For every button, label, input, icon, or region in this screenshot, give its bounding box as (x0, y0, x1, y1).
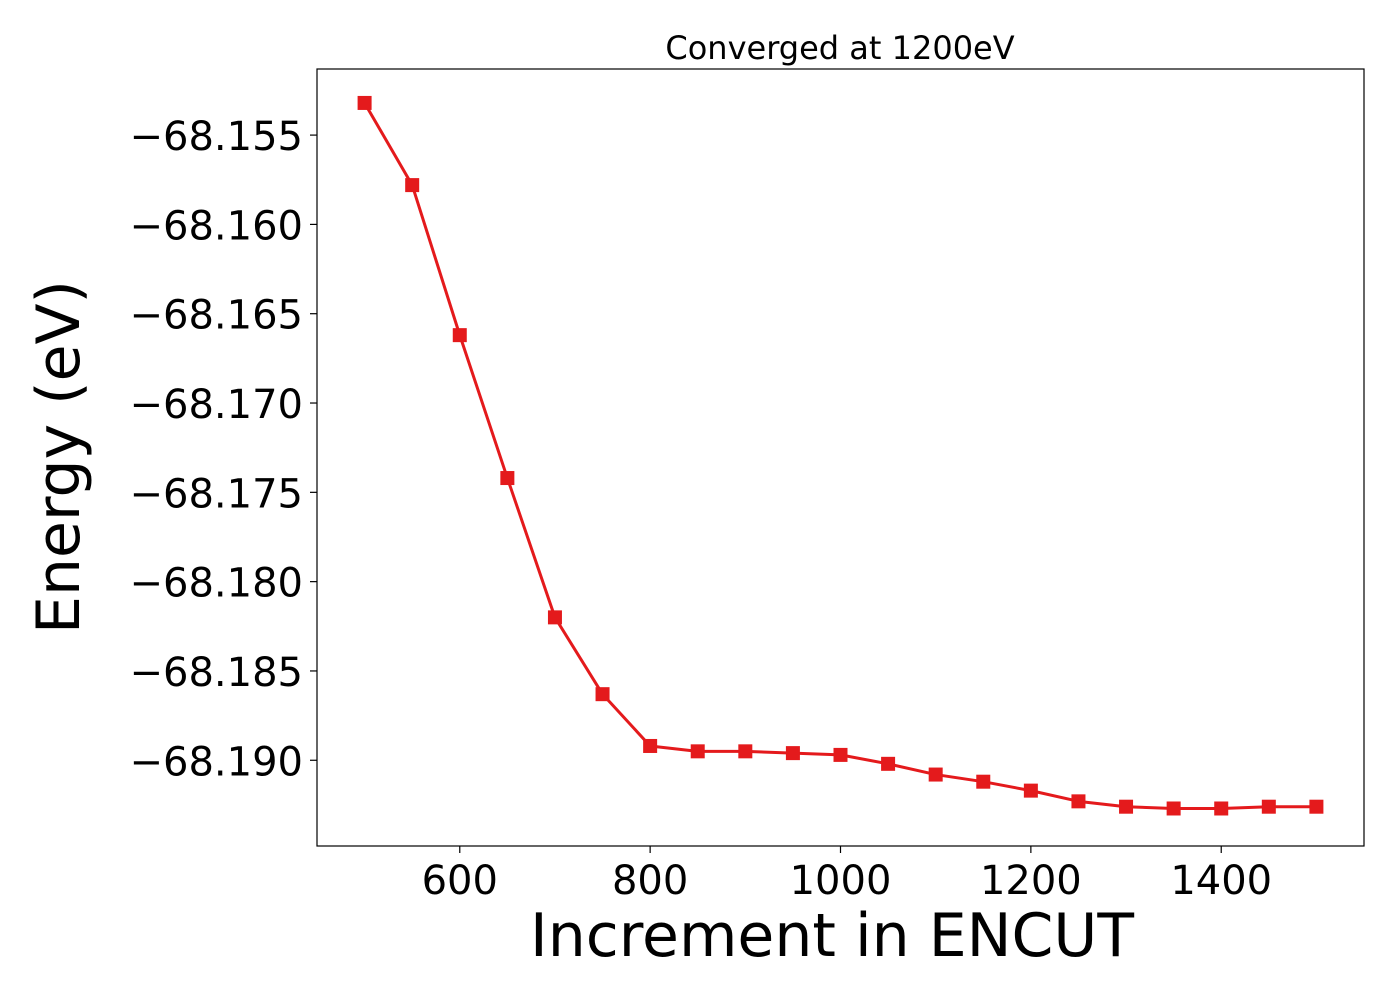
data-point (500, 471, 515, 486)
data-point (928, 767, 943, 782)
y-tick-label: −68.175 (130, 471, 303, 517)
data-point (643, 738, 658, 753)
x-tick-label: 600 (422, 858, 498, 904)
y-tick-label: −68.190 (130, 739, 303, 785)
data-point (690, 744, 705, 759)
series-layer (357, 95, 1324, 816)
chart-title: Converged at 1200eV (665, 29, 1014, 67)
data-point (833, 747, 848, 762)
x-tick-label: 1400 (1170, 858, 1272, 904)
data-point (1071, 794, 1086, 809)
y-tick-label: −68.165 (130, 293, 303, 339)
y-axis: −68.155 −68.160 −68.165 −68.170 −68.175 −68.1… (130, 114, 317, 785)
y-tick-label: −68.180 (130, 561, 303, 607)
data-point (452, 328, 467, 343)
x-tick-label: 1000 (790, 858, 892, 904)
data-point (1166, 801, 1181, 816)
data-point (405, 178, 420, 193)
plot-area-frame (316, 68, 1365, 847)
y-axis-label: Energy (eV) (24, 280, 94, 634)
x-tick-label: 800 (612, 858, 688, 904)
data-point (1023, 783, 1038, 798)
data-point (1214, 801, 1229, 816)
series-line (363, 102, 1317, 810)
y-tick-label: −68.185 (130, 650, 303, 696)
y-tick-label: −68.170 (130, 382, 303, 428)
y-tick-label: −68.160 (130, 203, 303, 249)
data-point (547, 610, 562, 625)
data-point (785, 746, 800, 761)
data-point (357, 95, 372, 110)
x-axis-label: Increment in ENCUT (530, 901, 1134, 971)
data-point (595, 687, 610, 702)
y-tick-label: −68.155 (130, 114, 303, 160)
data-point (976, 774, 991, 789)
data-point (1309, 799, 1324, 814)
x-axis: 600 800 1000 1200 1400 (422, 846, 1272, 904)
data-point (1261, 799, 1276, 814)
data-point (738, 744, 753, 759)
x-tick-label: 1200 (980, 858, 1082, 904)
data-point (881, 756, 896, 771)
data-point (1119, 799, 1134, 814)
